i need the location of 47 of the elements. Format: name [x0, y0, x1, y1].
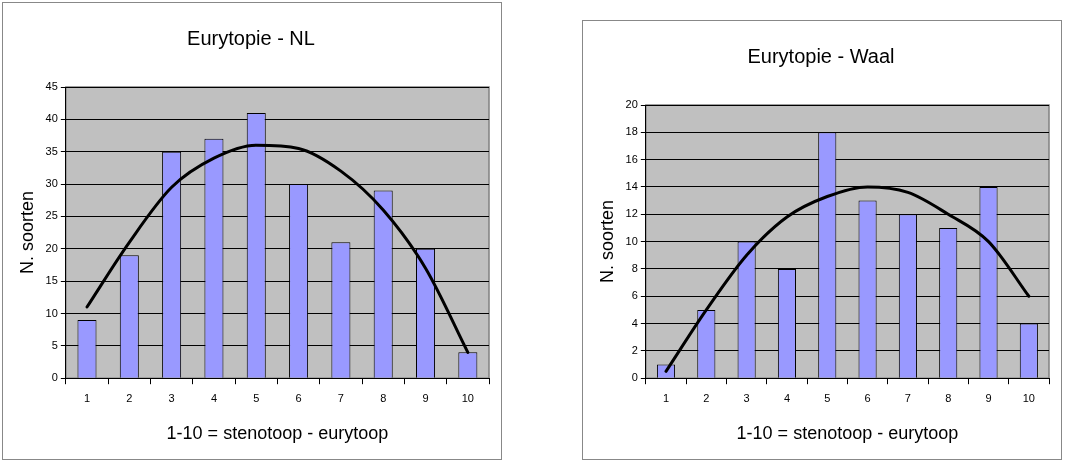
y-tick-label: 10: [625, 234, 638, 247]
y-tick-label: 10: [45, 306, 58, 319]
y-tick-label: 8: [631, 261, 638, 274]
x-tick-label: 4: [783, 391, 791, 404]
x-tick-label: 3: [168, 391, 175, 404]
x-axis-title: 1-10 = stenotoop - eurytoop: [736, 423, 959, 444]
x-tick-label: 9: [985, 391, 992, 404]
y-axis-title: N. soorten: [596, 200, 617, 284]
x-tick-label: 3: [743, 391, 750, 404]
y-tick-label: 4: [631, 316, 638, 329]
x-tick-label: 1: [83, 391, 91, 404]
x-tick-label: 7: [904, 391, 911, 404]
y-tick-label: 30: [45, 177, 58, 190]
x-tick-label: 4: [210, 391, 218, 404]
x-tick-label: 8: [380, 391, 387, 404]
y-tick-label: 18: [625, 125, 638, 138]
y-tick-label: 20: [625, 98, 638, 111]
x-tick-label: 9: [422, 391, 429, 404]
x-tick-label: 6: [295, 391, 302, 404]
x-tick-label: 7: [337, 391, 344, 404]
x-tick-label: 5: [253, 391, 260, 404]
x-axis-title: 1-10 = stenotoop - eurytoop: [166, 423, 389, 444]
y-tick-label: 25: [45, 209, 58, 222]
x-tick-label: 10: [1022, 391, 1035, 404]
y-axis-title: N. soorten: [16, 191, 37, 275]
y-tick-label: 0: [631, 371, 638, 384]
y-tick-label: 16: [625, 152, 638, 165]
x-tick-label: 6: [864, 391, 871, 404]
y-tick-label: 2: [631, 343, 638, 356]
x-tick-label: 10: [461, 391, 474, 404]
y-tick-label: 35: [45, 144, 58, 157]
x-tick-label: 2: [703, 391, 710, 404]
y-tick-label: 12: [625, 207, 638, 220]
y-tick-label: 20: [45, 241, 58, 254]
x-tick-label: 1: [662, 391, 670, 404]
y-tick-label: 45: [45, 80, 58, 93]
y-tick-label: 5: [51, 338, 58, 351]
y-tick-label: 6: [631, 289, 638, 302]
y-tick-label: 40: [45, 112, 58, 125]
y-tick-label: 14: [625, 179, 638, 192]
y-tick-label: 0: [51, 371, 58, 384]
x-tick-label: 2: [126, 391, 133, 404]
x-tick-label: 8: [945, 391, 952, 404]
chart-title: Eurytopie - Waal: [747, 44, 895, 67]
y-tick-label: 15: [45, 274, 58, 287]
chart-title: Eurytopie - NL: [187, 26, 315, 49]
x-tick-label: 5: [824, 391, 831, 404]
